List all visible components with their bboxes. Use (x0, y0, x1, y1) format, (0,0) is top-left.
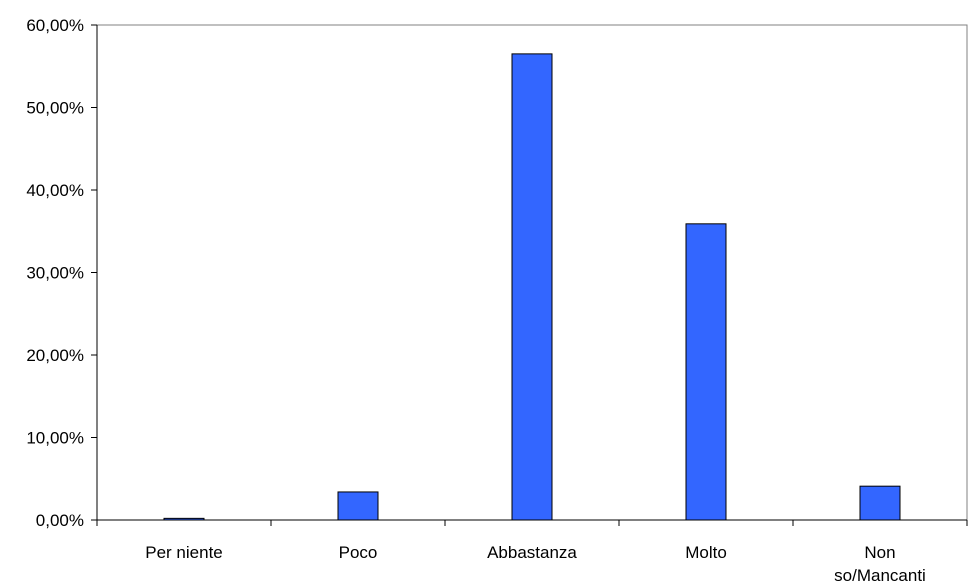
bar (337, 491, 379, 521)
x-axis-labels: Per niente Poco Abbastanza Molto Non so/Manca… (145, 543, 926, 585)
y-axis-labels: 0,00% 10,00% 20,00% 30,00% 40,00% 50,00% 60,00… (26, 16, 84, 530)
bar (859, 485, 901, 521)
y-tick-label: 50,00% (26, 99, 84, 118)
x-tick-label: Non so/Mancanti (834, 543, 926, 585)
bars (163, 53, 901, 521)
x-tick-label: Per niente (145, 543, 223, 562)
y-tick-label: 30,00% (26, 264, 84, 283)
y-tick-label: 20,00% (26, 346, 84, 365)
x-tick-label: Abbastanza (487, 543, 577, 562)
x-tick-label: Molto (685, 543, 727, 562)
bar (511, 53, 553, 521)
y-tick-label: 0,00% (36, 511, 84, 530)
y-tick-label: 60,00% (26, 16, 84, 35)
x-axis-ticks (96, 520, 968, 526)
y-tick-label: 40,00% (26, 181, 84, 200)
y-axis-ticks (91, 24, 97, 521)
bar (685, 223, 727, 521)
y-tick-label: 10,00% (26, 429, 84, 448)
x-tick-label: Poco (339, 543, 378, 562)
